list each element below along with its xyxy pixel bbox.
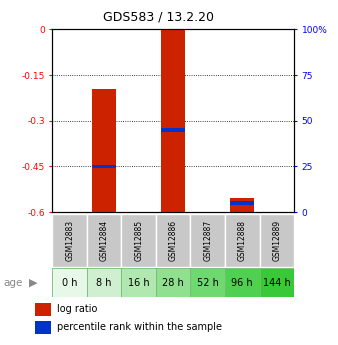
Text: GSM12888: GSM12888 <box>238 220 247 261</box>
Text: 0 h: 0 h <box>62 278 77 288</box>
Text: percentile rank within the sample: percentile rank within the sample <box>57 322 222 332</box>
Bar <box>35 303 51 316</box>
Text: GSM12889: GSM12889 <box>272 220 281 261</box>
Bar <box>225 214 260 267</box>
Bar <box>35 321 51 334</box>
Bar <box>121 214 156 267</box>
Bar <box>156 214 191 267</box>
Bar <box>191 268 225 297</box>
Text: 28 h: 28 h <box>162 278 184 288</box>
Text: age: age <box>3 278 23 288</box>
Bar <box>156 268 191 297</box>
Bar <box>230 198 255 214</box>
Bar <box>87 268 121 297</box>
Bar <box>52 214 87 267</box>
Bar <box>52 268 87 297</box>
Text: 16 h: 16 h <box>128 278 149 288</box>
Text: log ratio: log ratio <box>57 305 97 314</box>
Text: ▶: ▶ <box>29 278 37 288</box>
Bar <box>92 165 116 168</box>
Text: 52 h: 52 h <box>197 278 219 288</box>
Bar <box>161 128 185 132</box>
Bar <box>87 214 121 267</box>
Text: GSM12883: GSM12883 <box>65 220 74 261</box>
Text: GDS583 / 13.2.20: GDS583 / 13.2.20 <box>103 10 214 23</box>
Bar <box>260 214 294 267</box>
Bar <box>92 89 116 214</box>
Text: GSM12884: GSM12884 <box>100 220 109 261</box>
Bar <box>230 201 255 205</box>
Text: GSM12887: GSM12887 <box>203 220 212 261</box>
Bar <box>191 214 225 267</box>
Bar <box>121 268 156 297</box>
Bar <box>260 268 294 297</box>
Text: GSM12885: GSM12885 <box>134 220 143 261</box>
Text: GSM12886: GSM12886 <box>169 220 178 261</box>
Text: 96 h: 96 h <box>232 278 253 288</box>
Text: 8 h: 8 h <box>96 278 112 288</box>
Bar <box>225 268 260 297</box>
Text: 144 h: 144 h <box>263 278 291 288</box>
Bar <box>161 29 185 214</box>
